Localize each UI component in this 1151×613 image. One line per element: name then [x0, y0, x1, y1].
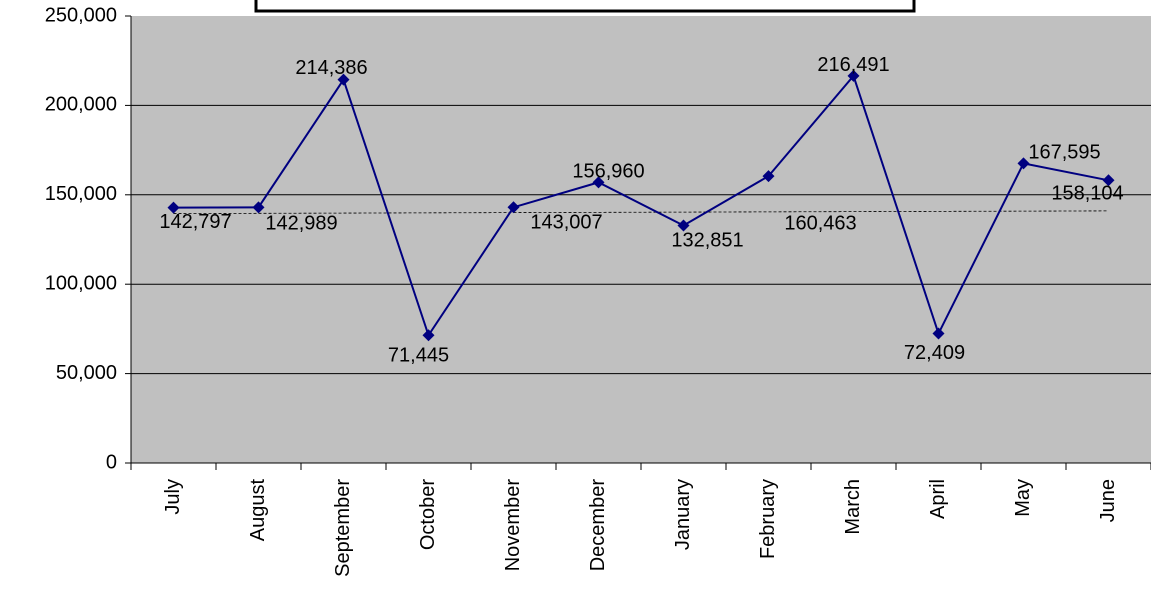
x-tick-label: June [1097, 479, 1119, 522]
x-tick-label: July [162, 479, 184, 515]
data-label: 71,445 [388, 345, 449, 367]
data-label: 214,386 [295, 57, 367, 79]
marker [252, 201, 265, 214]
y-tick-label: 200,000 [45, 94, 117, 116]
x-tick-label: August [247, 479, 269, 542]
x-tick-label: October [417, 479, 439, 550]
marker [847, 69, 860, 82]
data-label: 156,960 [572, 161, 644, 183]
data-label: 143,007 [530, 212, 602, 234]
marker [932, 327, 945, 340]
x-tick-label: December [587, 479, 609, 572]
marker [422, 329, 435, 342]
marker [677, 219, 690, 232]
x-tick-label: September [332, 479, 354, 577]
y-tick-label: 100,000 [45, 272, 117, 294]
marker [167, 201, 180, 214]
data-label: 132,851 [671, 230, 743, 252]
title-box [254, 0, 916, 13]
x-tick-label: April [927, 479, 949, 519]
plot-area [131, 16, 1151, 463]
marker [1017, 157, 1030, 170]
x-tick-label: November [502, 479, 524, 572]
y-tick-label: 50,000 [56, 362, 117, 384]
marker [762, 170, 775, 183]
trendline [173, 210, 1109, 214]
data-label: 167,595 [1028, 142, 1100, 164]
data-label: 158,104 [1051, 183, 1123, 205]
data-label: 160,463 [784, 212, 856, 234]
data-label: 142,797 [159, 211, 231, 233]
y-tick-label: 150,000 [45, 183, 117, 205]
x-tick-label: January [672, 479, 694, 550]
marker [592, 176, 605, 189]
x-tick-label: February [757, 479, 779, 559]
y-tick-label: 250,000 [45, 4, 117, 26]
marker [507, 201, 520, 214]
x-tick-label: March [842, 479, 864, 535]
x-tick-label: May [1012, 479, 1034, 517]
data-label: 216,491 [817, 54, 889, 76]
line [173, 73, 1109, 338]
data-label: 72,409 [904, 342, 965, 364]
marker [337, 73, 350, 86]
data-label: 142,989 [265, 213, 337, 235]
y-tick-label: 0 [106, 451, 117, 473]
marker [1102, 174, 1115, 187]
